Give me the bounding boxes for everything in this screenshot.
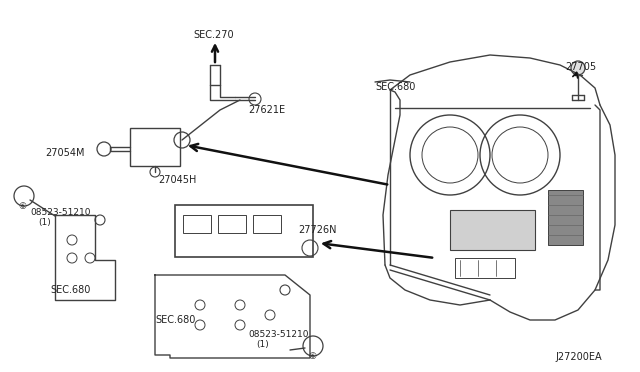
Text: ⑥: ⑥: [18, 202, 26, 211]
Text: 08523-51210: 08523-51210: [248, 330, 308, 339]
Bar: [253, 215, 281, 233]
Text: (1): (1): [38, 218, 51, 227]
Bar: [450, 210, 535, 250]
Text: SEC.270: SEC.270: [193, 30, 234, 40]
Text: SEC.680: SEC.680: [155, 315, 195, 325]
Bar: [548, 190, 583, 245]
Text: SEC.680: SEC.680: [50, 285, 90, 295]
Text: 27054M: 27054M: [45, 148, 84, 158]
Bar: [218, 215, 246, 233]
Text: J27200EA: J27200EA: [555, 352, 602, 362]
Bar: [175, 205, 313, 257]
Text: 27705: 27705: [565, 62, 596, 72]
Text: ⑥: ⑥: [308, 352, 316, 361]
Bar: [183, 215, 211, 233]
Text: (1): (1): [256, 340, 269, 349]
Circle shape: [571, 61, 585, 75]
Bar: [455, 258, 515, 278]
Text: 27726N: 27726N: [298, 225, 337, 235]
Text: SEC.680: SEC.680: [375, 82, 415, 92]
Text: 08523-51210: 08523-51210: [30, 208, 90, 217]
Text: 27621E: 27621E: [248, 105, 285, 115]
Text: 27045H: 27045H: [158, 175, 196, 185]
Bar: [130, 128, 180, 166]
